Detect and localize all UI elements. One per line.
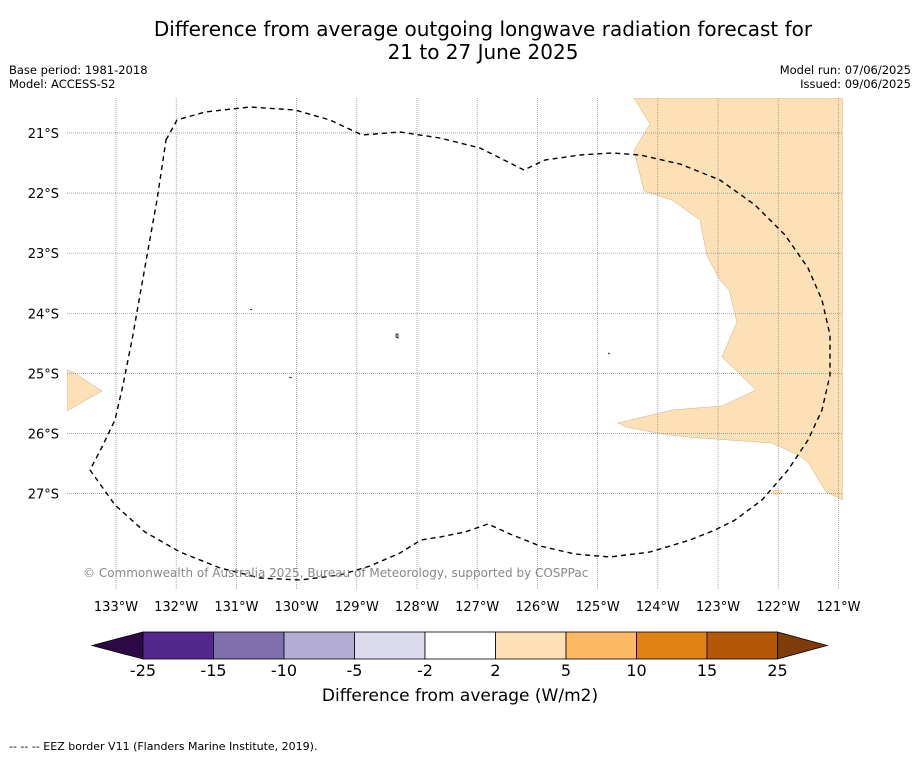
latitude-label: 22°S — [28, 187, 59, 202]
longitude-label: 123°W — [696, 600, 740, 615]
colorbar-tick-label: 10 — [626, 661, 646, 680]
colorbar-segment — [283, 631, 355, 660]
longitude-label: 130°W — [275, 600, 319, 615]
longitude-label: 126°W — [515, 600, 559, 615]
positive-anomaly-region-east — [617, 98, 843, 501]
latitude-label: 24°S — [28, 307, 59, 322]
island — [288, 376, 293, 379]
island — [607, 352, 611, 355]
longitude-label: 125°W — [576, 600, 620, 615]
latitude-label: 21°S — [28, 127, 59, 142]
colorbar-tick-label: -2 — [417, 661, 433, 680]
issued-date: Issued: 09/06/2025 — [800, 77, 911, 91]
legend-footer: -- -- -- EEZ border V11 (Flanders Marine… — [9, 740, 318, 753]
colorbar-extend-high — [777, 631, 829, 660]
colorbar-tick-label: 5 — [561, 661, 571, 680]
colorbar-tick-label: -5 — [347, 661, 363, 680]
colorbar-segment — [565, 631, 637, 660]
colorbar-label: Difference from average (W/m2) — [321, 686, 599, 706]
colorbar-extend-low — [90, 631, 144, 660]
colorbar-segment — [142, 631, 214, 660]
copyright-text: © Commonwealth of Australia 2025, Bureau… — [83, 566, 588, 580]
island — [249, 308, 253, 311]
model-run: Model run: 07/06/2025 — [779, 63, 911, 77]
longitude-label: 121°W — [816, 600, 860, 615]
latitude-label: 25°S — [28, 367, 59, 382]
island — [395, 333, 399, 339]
graticule — [67, 98, 843, 590]
colorbar-tick-label: 15 — [697, 661, 717, 680]
longitude-label: 124°W — [636, 600, 680, 615]
longitude-label: 133°W — [94, 600, 138, 615]
longitude-labels: 133°W 132°W 131°W 130°W 129°W 128°W 127°W 126°W… — [94, 600, 861, 615]
longitude-label: 127°W — [455, 600, 499, 615]
colorbar-segment — [424, 631, 496, 660]
colorbar-segment — [706, 631, 778, 660]
longitude-label: 128°W — [395, 600, 439, 615]
colorbar-tick-label: 25 — [767, 661, 787, 680]
latitude-label: 27°S — [28, 488, 59, 503]
longitude-label: 132°W — [154, 600, 198, 615]
right-metadata: Model run: 07/06/2025 Issued: 09/06/2025 — [780, 63, 911, 91]
colorbar: -25 -15 -10 -5 -2 2 5 10 15 25 — [90, 631, 829, 680]
colorbar-segment — [213, 631, 285, 660]
eez-border — [89, 106, 831, 581]
positive-anomaly-region-west — [67, 369, 103, 412]
colorbar-tick-label: 2 — [490, 661, 500, 680]
colorbar-segment — [636, 631, 708, 660]
latitude-label: 26°S — [28, 428, 59, 443]
latitude-label: 23°S — [28, 247, 59, 262]
colorbar-tick-label: -10 — [271, 661, 297, 680]
base-period: Base period: 1981-2018 — [9, 63, 148, 77]
colorbar-tick-label: -25 — [130, 661, 156, 680]
longitude-label: 129°W — [335, 600, 379, 615]
islands — [249, 308, 611, 379]
map-title: Difference from average outgoing longwav… — [0, 18, 919, 64]
map-area — [67, 98, 843, 501]
model-name: Model: ACCESS-S2 — [9, 77, 116, 91]
title-line-2: 21 to 27 June 2025 — [387, 40, 579, 64]
title-line-1: Difference from average outgoing longwav… — [153, 17, 813, 41]
left-metadata: Base period: 1981-2018 Model: ACCESS-S2 — [9, 63, 148, 91]
latitude-labels: 21°S 22°S 23°S 24°S 25°S 26°S 27°S — [28, 127, 59, 503]
colorbar-segment — [495, 631, 567, 660]
colorbar-tick-label: -15 — [200, 661, 226, 680]
longitude-label: 122°W — [756, 600, 800, 615]
longitude-label: 131°W — [214, 600, 258, 615]
colorbar-segment — [354, 631, 426, 660]
small-patch — [770, 490, 784, 496]
